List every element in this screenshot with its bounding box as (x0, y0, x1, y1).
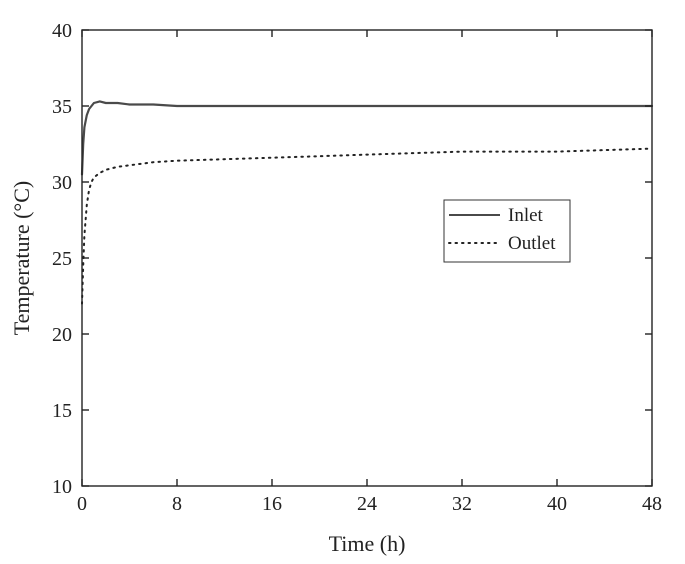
x-tick-label: 32 (452, 493, 472, 515)
y-tick-label: 15 (52, 400, 72, 422)
series-layer (80, 100, 654, 305)
y-tick-label: 30 (52, 172, 72, 194)
x-tick-label: 40 (547, 493, 567, 515)
y-tick-label: 35 (52, 96, 72, 118)
series-line-inlet (80, 100, 654, 176)
series-line-outlet (81, 147, 653, 305)
y-axis-title: Temperature (°C) (9, 181, 34, 335)
x-axis-title: Time (h) (329, 531, 406, 556)
y-tick-label: 20 (52, 324, 72, 346)
ticks-layer: 0 8 16 24 32 40 48 10 15 20 25 30 35 40 (52, 20, 662, 515)
x-tick-label: 16 (262, 493, 282, 515)
x-tick-label: 48 (642, 493, 662, 515)
legend-inlet-label: Inlet (508, 205, 544, 226)
legend-outlet-label: Outlet (508, 233, 556, 254)
legend: Inlet Outlet (443, 199, 571, 263)
x-tick-label: 8 (172, 493, 182, 515)
y-tick-label: 10 (52, 476, 72, 498)
legend-box (443, 199, 571, 263)
y-tick-label: 25 (52, 248, 72, 270)
y-tick-label: 40 (52, 20, 72, 42)
x-tick-label: 0 (77, 493, 87, 515)
x-tick-label: 24 (357, 493, 377, 515)
